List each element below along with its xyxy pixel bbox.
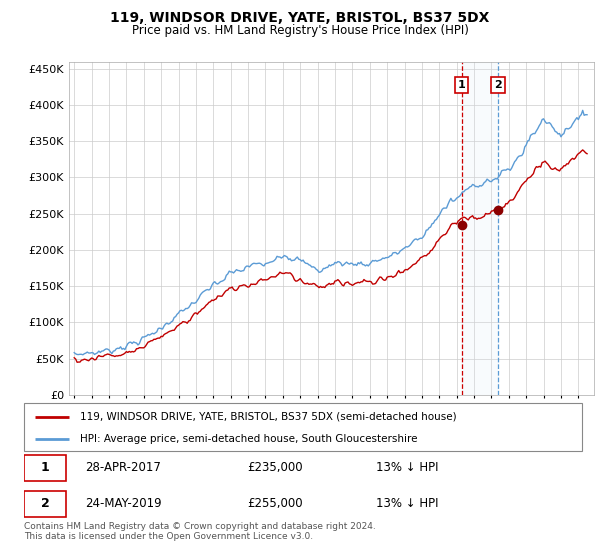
Text: 13% ↓ HPI: 13% ↓ HPI bbox=[376, 461, 438, 474]
FancyBboxPatch shape bbox=[24, 455, 66, 480]
Text: 2: 2 bbox=[494, 80, 502, 90]
Text: HPI: Average price, semi-detached house, South Gloucestershire: HPI: Average price, semi-detached house,… bbox=[80, 434, 418, 444]
Bar bbox=[462, 62, 498, 395]
Text: 119, WINDSOR DRIVE, YATE, BRISTOL, BS37 5DX: 119, WINDSOR DRIVE, YATE, BRISTOL, BS37 … bbox=[110, 11, 490, 25]
FancyBboxPatch shape bbox=[24, 491, 66, 517]
Text: 28-APR-2017: 28-APR-2017 bbox=[85, 461, 161, 474]
Text: 1: 1 bbox=[458, 80, 466, 90]
Text: Price paid vs. HM Land Registry's House Price Index (HPI): Price paid vs. HM Land Registry's House … bbox=[131, 24, 469, 36]
Text: 1: 1 bbox=[41, 461, 49, 474]
Text: 2: 2 bbox=[41, 497, 49, 510]
Text: £235,000: £235,000 bbox=[247, 461, 303, 474]
Text: 13% ↓ HPI: 13% ↓ HPI bbox=[376, 497, 438, 510]
Text: 24-MAY-2019: 24-MAY-2019 bbox=[85, 497, 162, 510]
FancyBboxPatch shape bbox=[24, 403, 582, 451]
Text: Contains HM Land Registry data © Crown copyright and database right 2024.
This d: Contains HM Land Registry data © Crown c… bbox=[24, 522, 376, 542]
Text: 119, WINDSOR DRIVE, YATE, BRISTOL, BS37 5DX (semi-detached house): 119, WINDSOR DRIVE, YATE, BRISTOL, BS37 … bbox=[80, 412, 457, 422]
Text: £255,000: £255,000 bbox=[247, 497, 303, 510]
